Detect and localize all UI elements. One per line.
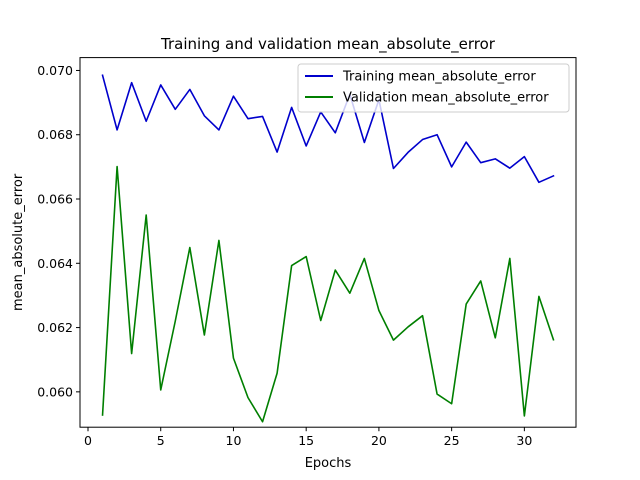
- x-tick-label: 25: [444, 433, 460, 448]
- plot-area: [80, 57, 576, 428]
- y-tick-label: 0.064: [37, 256, 73, 271]
- x-tick-label: 10: [226, 433, 242, 448]
- y-axis-label: mean_absolute_error: [11, 173, 26, 311]
- x-tick-label: 20: [371, 433, 387, 448]
- y-tick-label: 0.066: [37, 192, 73, 207]
- y-tick-label: 0.070: [37, 63, 73, 78]
- legend-label-training: Training mean_absolute_error: [342, 70, 536, 85]
- x-tick-label: 0: [84, 433, 92, 448]
- series-line-training: [101, 74, 555, 184]
- legend-box: [297, 63, 570, 113]
- y-tick-label: 0.068: [37, 127, 73, 142]
- x-tick-label: 5: [157, 433, 165, 448]
- y-axis-ticks: 0.060 0.062 0.064 0.066 0.068 0.070: [37, 63, 80, 399]
- x-axis-ticks: 0 5 10 15 20 25 30: [84, 427, 532, 448]
- chart-title: Training and validation mean_absolute_er…: [160, 35, 496, 54]
- x-axis-label: Epochs: [305, 456, 352, 471]
- x-tick-label: 15: [298, 433, 314, 448]
- y-tick-label: 0.062: [37, 320, 73, 335]
- series-layer: [101, 74, 555, 423]
- legend: Training mean_absolute_error Validation …: [297, 63, 570, 113]
- plot-frame: [79, 57, 577, 428]
- x-tick-label: 30: [516, 433, 532, 448]
- y-tick-label: 0.060: [37, 384, 73, 399]
- series-line-validation: [101, 165, 555, 423]
- legend-label-validation: Validation mean_absolute_error: [343, 91, 549, 106]
